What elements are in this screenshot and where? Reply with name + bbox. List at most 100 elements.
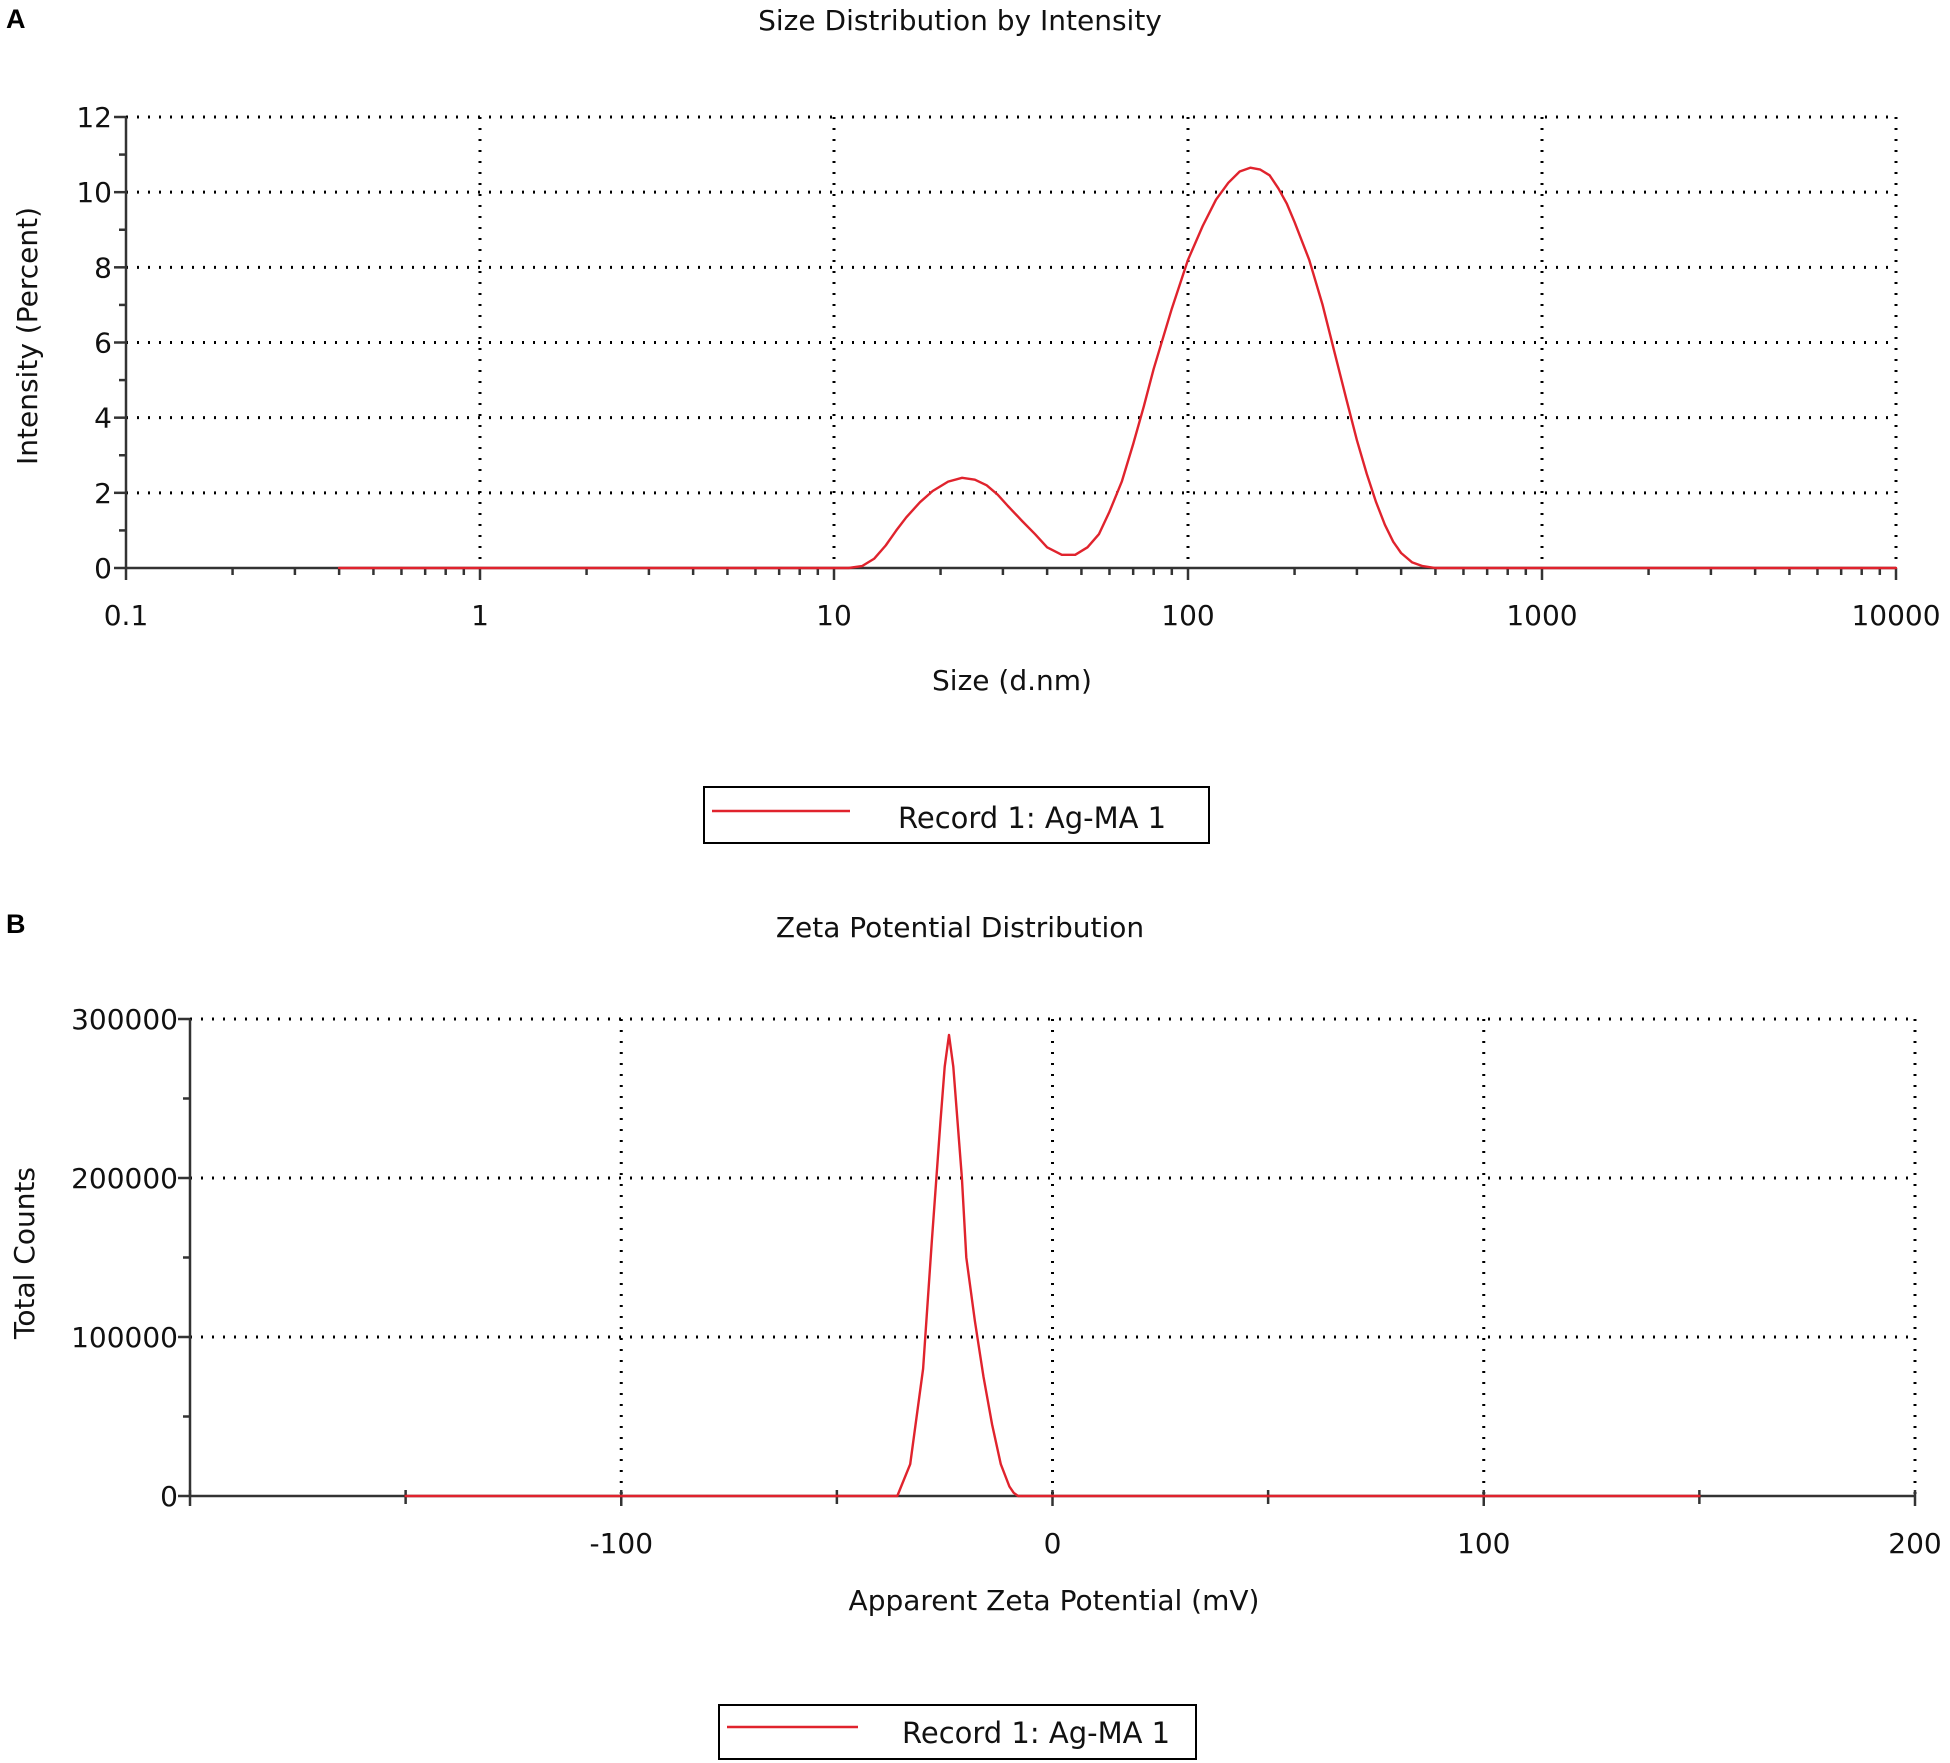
chart-a-series-point xyxy=(931,490,934,492)
chart-a-series-point xyxy=(847,567,850,569)
chart-a-series-point xyxy=(1074,554,1076,556)
chart-a-series-point xyxy=(947,480,949,483)
chart-a-series-point xyxy=(1152,368,1155,370)
chart-a-series-point xyxy=(1061,554,1063,556)
chart-a-series-point xyxy=(1086,546,1089,549)
panel-letter-a: A xyxy=(6,4,26,34)
chart-a-x-tick-label: 1 xyxy=(471,599,489,632)
chart-a-series-point xyxy=(1201,225,1204,227)
chart-a-series-point xyxy=(1034,533,1036,535)
chart-b-series-point xyxy=(1051,1495,1054,1497)
chart-a-series-point xyxy=(919,501,921,504)
chart-a-series-point xyxy=(1277,187,1280,190)
chart-b-axes xyxy=(178,1017,1917,1506)
chart-a-series-point xyxy=(1895,567,1897,569)
chart-a-legend: Record 1: Ag-MA 1 xyxy=(703,786,1210,844)
chart-b-series-point xyxy=(1012,1492,1015,1494)
chart-a-series-point xyxy=(985,484,988,487)
chart-b-y-tick-label: 100000 xyxy=(71,1321,178,1354)
chart-a-x-tick-label: 10000 xyxy=(1851,599,1940,632)
chart-a-x-axis-label: Size (d.nm) xyxy=(932,664,1092,697)
chart-a-axes xyxy=(114,115,1898,580)
chart-a-legend-entry: Record 1: Ag-MA 1 xyxy=(898,801,1166,835)
chart-b-series-point xyxy=(1267,1495,1269,1497)
chart-a-series-point xyxy=(1446,567,1449,569)
chart-b-y-tick-label: 0 xyxy=(160,1480,178,1513)
chart-b-series-point xyxy=(974,1320,976,1322)
chart-a-series-point xyxy=(1132,443,1134,445)
chart-b-series-point xyxy=(961,1177,963,1179)
chart-a-series-point xyxy=(1788,567,1791,569)
chart-a-series-point xyxy=(861,565,863,567)
chart-a-x-tick-label: 10 xyxy=(816,599,852,632)
chart-a-y-tick-label: 0 xyxy=(94,552,112,585)
chart-a-series-point xyxy=(1187,259,1189,261)
chart-b-series-point xyxy=(706,1495,709,1497)
chart-a-y-tick-label: 2 xyxy=(94,477,112,510)
chart-a-series-point xyxy=(1334,353,1336,355)
chart-b-series-point xyxy=(1021,1495,1024,1497)
chart-b-grid xyxy=(190,1017,1917,1496)
chart-a-series-point xyxy=(338,567,340,569)
chart-b-legend: Record 1: Ag-MA 1 xyxy=(718,1704,1197,1760)
zeta-potential-panel: B Zeta Potential Distribution -100 0 100 20… xyxy=(6,909,1942,1760)
chart-b-series-point xyxy=(896,1495,899,1497)
chart-a-series-point xyxy=(1411,561,1413,564)
chart-a-series-point xyxy=(833,567,835,569)
chart-a-series-point xyxy=(895,529,898,532)
chart-a-y-tick-label: 8 xyxy=(94,251,112,284)
chart-a-series-point xyxy=(1293,221,1296,223)
chart-a-series-point xyxy=(1007,505,1009,507)
chart-b-series-point xyxy=(1698,1495,1701,1497)
chart-a-series-point xyxy=(1249,166,1252,169)
chart-a-series-point xyxy=(1345,398,1348,400)
size-distribution-panel: A Size Distribution by Intensity 0.1 1 10 1… xyxy=(6,4,1941,844)
chart-a-series-point xyxy=(873,557,876,560)
chart-a-x-tick-label: 1000 xyxy=(1506,599,1577,632)
chart-a-series-point xyxy=(1384,524,1386,526)
chart-a-series-point xyxy=(1227,182,1230,184)
chart-b-series-point xyxy=(1000,1463,1002,1465)
chart-b-series-point xyxy=(948,1034,950,1036)
chart-b-series-point xyxy=(939,1121,942,1124)
chart-a-series-point xyxy=(884,544,887,547)
chart-b-y-tick-label: 200000 xyxy=(71,1162,178,1195)
chart-a-y-tick-label: 6 xyxy=(94,327,112,360)
chart-a-series-line xyxy=(337,166,1898,570)
chart-a-series-point xyxy=(974,478,976,481)
chart-b-x-tick-label: 0 xyxy=(1044,1527,1062,1560)
chart-a-x-tick-label: 100 xyxy=(1161,599,1214,632)
chart-b-series-point xyxy=(909,1463,911,1465)
chart-a-series-point xyxy=(1259,168,1262,171)
chart-a-series-point xyxy=(1268,174,1271,177)
chart-a-tick-labels: 0.1 1 10 100 1000 10000 0 2 4 6 8 10 12 xyxy=(76,101,1940,632)
chart-b-series-point xyxy=(965,1256,968,1259)
chart-a-y-tick-label: 12 xyxy=(76,101,112,134)
chart-a-series-point xyxy=(1046,546,1048,549)
chart-b-series-point xyxy=(1008,1485,1011,1488)
chart-b-y-tick-label: 300000 xyxy=(71,1003,178,1036)
chart-a-y-tick-label: 10 xyxy=(76,176,112,209)
chart-a-series-point xyxy=(1021,520,1023,522)
chart-b-series xyxy=(404,1033,1701,1498)
chart-a-title: Size Distribution by Intensity xyxy=(758,4,1162,37)
chart-b-series-point xyxy=(922,1368,924,1370)
chart-a-series-point xyxy=(1434,567,1437,569)
chart-b-series-point xyxy=(982,1376,985,1378)
chart-a-series-point xyxy=(1143,405,1145,408)
chart-a-series-point xyxy=(726,567,729,569)
chart-a-grid xyxy=(126,115,1898,568)
chart-a-series-point xyxy=(1366,473,1368,475)
chart-b-title: Zeta Potential Distribution xyxy=(776,911,1144,944)
chart-b-series-point xyxy=(1030,1495,1032,1497)
chart-a-series-point xyxy=(1238,170,1241,173)
chart-a-y-tick-label: 4 xyxy=(94,402,112,435)
chart-a-series-point xyxy=(1308,259,1310,261)
chart-b-tick-labels: -100 0 100 200 0 100000 200000 300000 xyxy=(71,1003,1942,1560)
chart-a-series-point xyxy=(1541,567,1543,569)
chart-a-series-point xyxy=(1375,501,1377,504)
chart-b-x-tick-label: 200 xyxy=(1888,1527,1941,1560)
chart-b-x-tick-label: -100 xyxy=(589,1527,653,1560)
chart-b-series-point xyxy=(887,1495,890,1497)
